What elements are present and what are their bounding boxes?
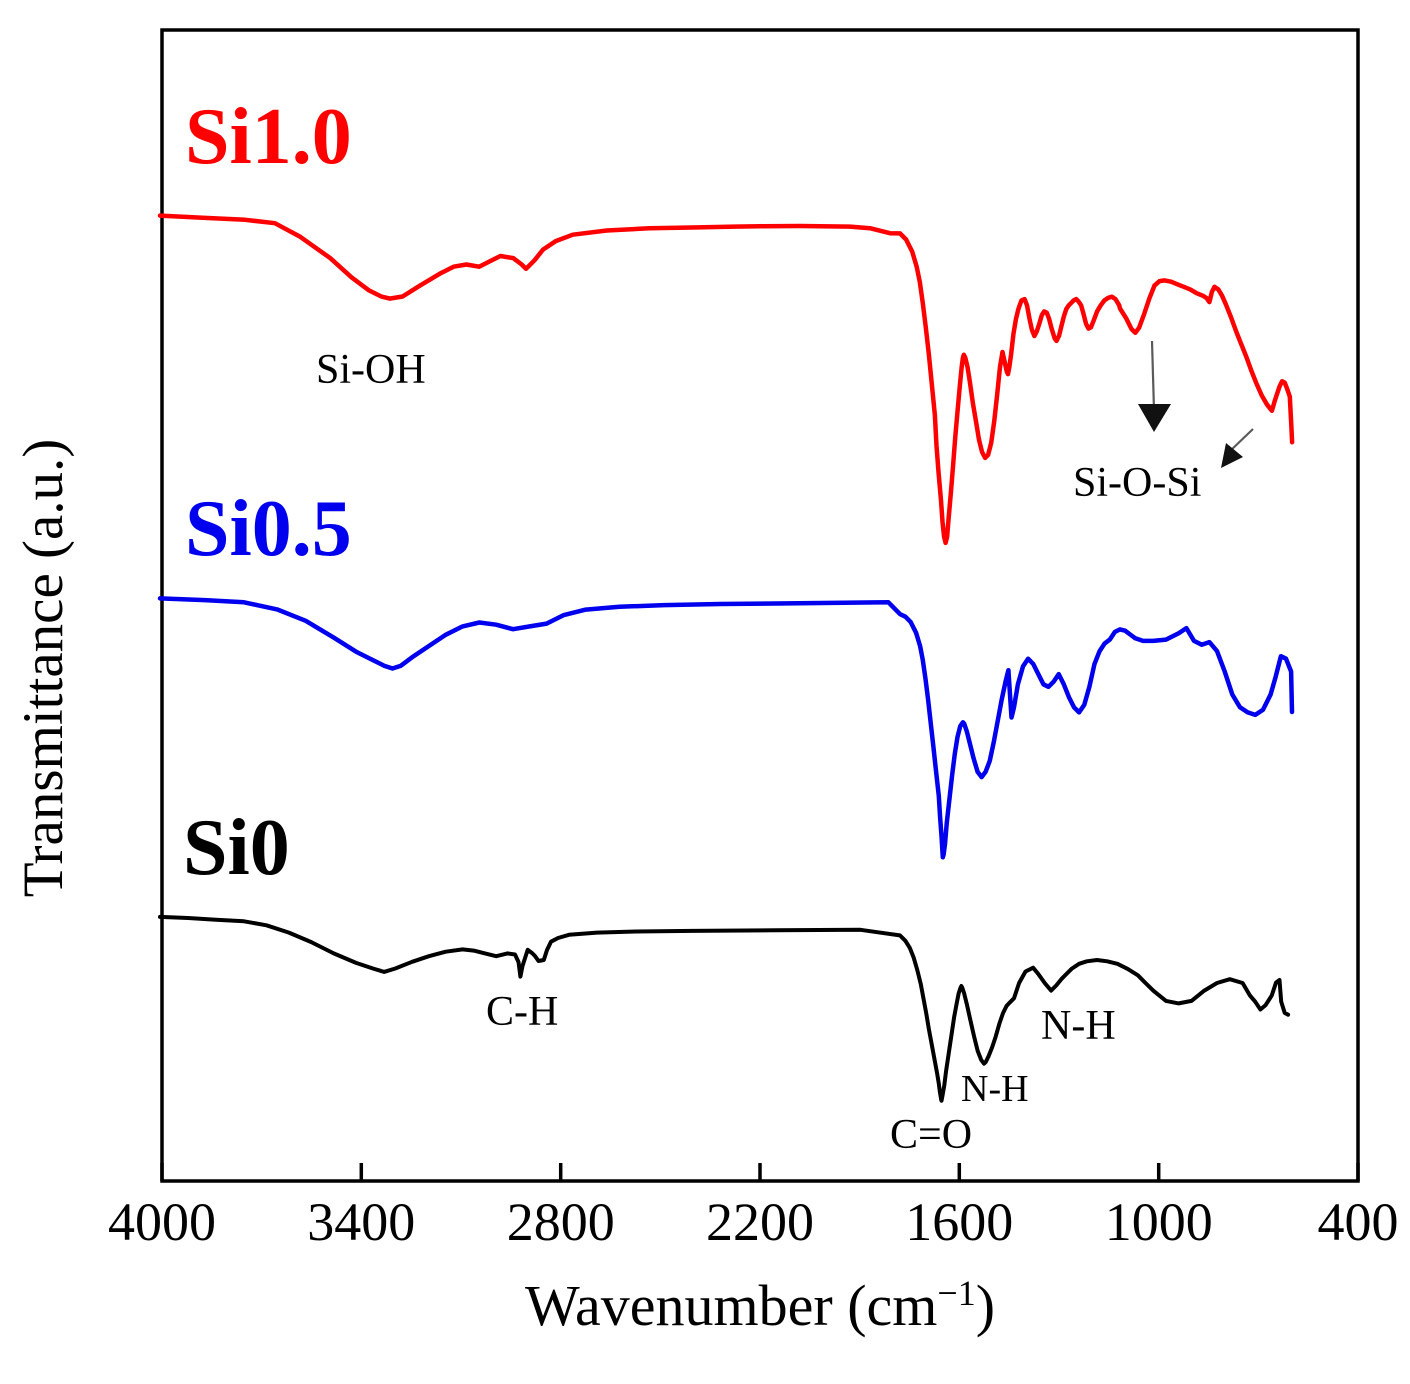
svg-text:Si-OH: Si-OH	[316, 347, 426, 393]
svg-text:N-H: N-H	[961, 1068, 1029, 1110]
svg-text:Transmittance (a.u.): Transmittance (a.u.)	[12, 439, 75, 898]
svg-text:4000: 4000	[108, 1192, 216, 1252]
svg-text:N-H: N-H	[1041, 1003, 1116, 1049]
svg-text:Si0: Si0	[183, 804, 290, 892]
svg-text:Wavenumber (cm−1): Wavenumber (cm−1)	[525, 1273, 995, 1338]
svg-text:1600: 1600	[905, 1192, 1013, 1252]
svg-text:C-H: C-H	[486, 989, 558, 1035]
svg-text:3400: 3400	[307, 1192, 415, 1252]
svg-text:Si-O-Si: Si-O-Si	[1073, 460, 1201, 506]
svg-text:Si1.0: Si1.0	[185, 93, 352, 181]
svg-text:2800: 2800	[507, 1192, 615, 1252]
svg-text:1000: 1000	[1105, 1192, 1213, 1252]
svg-text:Si0.5: Si0.5	[185, 485, 352, 573]
svg-text:C=O: C=O	[890, 1112, 972, 1158]
svg-text:2200: 2200	[706, 1192, 814, 1252]
svg-text:400: 400	[1318, 1192, 1399, 1252]
